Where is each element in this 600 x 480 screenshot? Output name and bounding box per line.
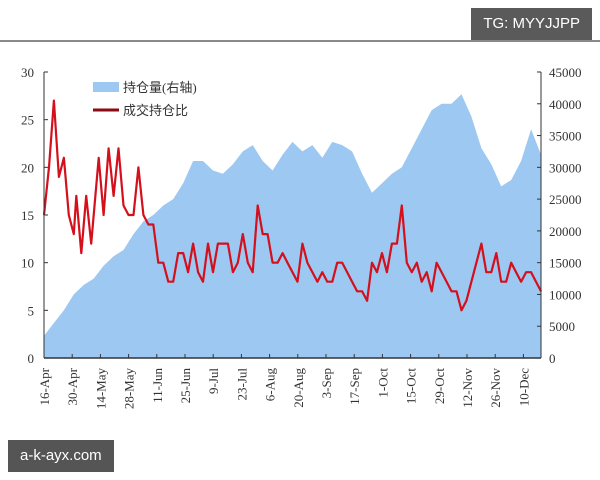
x-tick-label: 11-Jun xyxy=(150,368,165,403)
y-right-tick-label: 25000 xyxy=(549,192,582,207)
x-tick-label: 25-Jun xyxy=(178,368,193,404)
x-tick-label: 3-Sep xyxy=(319,368,334,398)
y-right-tick-label: 0 xyxy=(549,351,556,366)
volume-oi-ratio-line xyxy=(42,99,542,312)
chart: 0 5 10 15 20 25 30 0 5000 10000 15000 20000 25000 300… xyxy=(21,65,582,409)
x-tick-label: 12-Nov xyxy=(460,368,475,408)
y-right-tick-label: 45000 xyxy=(549,65,582,80)
y-left-tick-label: 15 xyxy=(21,208,34,223)
y-left-tick-label: 30 xyxy=(21,65,34,80)
x-tick-label: 23-Jul xyxy=(234,368,249,401)
ratio-line xyxy=(42,99,542,312)
x-tick-label: 30-Apr xyxy=(65,367,80,405)
y-right-tick-label: 40000 xyxy=(549,97,582,112)
axes: 0 5 10 15 20 25 30 0 5000 10000 15000 20000 25000 300… xyxy=(21,65,582,409)
y-right-tick-label: 10000 xyxy=(549,287,582,302)
y-left-tick-label: 20 xyxy=(21,160,34,175)
x-tick-label: 9-Jul xyxy=(206,368,221,394)
x-tick-label: 26-Nov xyxy=(488,368,503,408)
y-right-tick-label: 30000 xyxy=(549,160,582,175)
legend-label-ratio: 成交持仓比 xyxy=(123,103,188,118)
legend-label-open-interest: 持仓量(右轴) xyxy=(123,80,197,95)
legend: 持仓量(右轴) 成交持仓比 xyxy=(93,80,197,118)
y-left-tick-label: 0 xyxy=(28,351,35,366)
y-left-tick-label: 25 xyxy=(21,113,34,128)
x-tick-label: 10-Dec xyxy=(516,368,531,406)
watermark-top: TG: MYYJJPP xyxy=(471,8,592,40)
x-tick-label: 28-May xyxy=(122,368,137,410)
y-right-tick-label: 20000 xyxy=(549,224,582,239)
x-tick-label: 20-Aug xyxy=(291,368,306,408)
open-interest-area xyxy=(44,94,541,358)
x-tick-label: 29-Oct xyxy=(432,368,447,404)
header-divider xyxy=(0,40,600,42)
y-left-tick-label: 10 xyxy=(21,256,34,271)
y-right-tick-label: 35000 xyxy=(549,129,582,144)
x-tick-label: 14-May xyxy=(93,368,108,410)
watermark-bottom: a-k-ayx.com xyxy=(8,440,114,472)
area-fill xyxy=(44,94,541,358)
y-left-tick-label: 5 xyxy=(28,303,35,318)
y-right-tick-label: 5000 xyxy=(549,319,575,334)
x-tick-label: 17-Sep xyxy=(347,368,362,405)
x-tick-label: 15-Oct xyxy=(404,368,419,404)
x-tick-label: 1-Oct xyxy=(375,368,390,398)
y-right-tick-label: 15000 xyxy=(549,256,582,271)
x-tick-label: 16-Apr xyxy=(37,367,52,405)
x-tick-label: 6-Aug xyxy=(263,368,278,402)
